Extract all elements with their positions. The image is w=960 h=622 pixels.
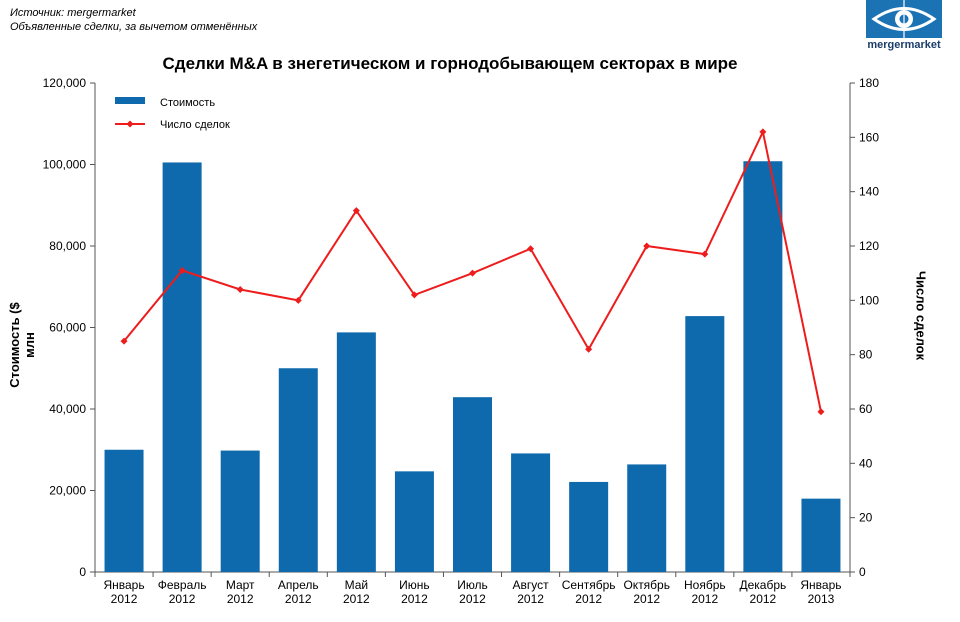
bar	[453, 397, 492, 572]
bar	[336, 332, 376, 572]
x-label-year: 2012	[227, 592, 254, 606]
x-label-month: Декабрь	[739, 578, 786, 592]
bar	[104, 449, 144, 572]
x-label-year: 2012	[691, 592, 718, 606]
eye-logo-icon	[866, 0, 942, 38]
bar	[569, 481, 609, 572]
source-note: Источник: mergermarket Объявленные сделк…	[10, 6, 257, 34]
y-tick-label-left: 40,000	[49, 402, 86, 416]
x-label-month: Июль	[457, 578, 488, 592]
deals-point	[352, 207, 360, 215]
deals-line	[123, 128, 822, 412]
x-label-year: 2012	[285, 592, 312, 606]
y-axis-label-right: Число сделок	[913, 270, 929, 361]
y-tick-label-right: 140	[859, 185, 879, 199]
x-label-year: 2012	[575, 592, 602, 606]
deals-point	[759, 128, 767, 136]
x-label-year: 2012	[517, 592, 544, 606]
mergermarket-logo: mergermarket	[866, 0, 942, 52]
x-label-year: 2012	[111, 592, 138, 606]
y-tick-label-right: 80	[859, 348, 873, 362]
x-label-month: Апрель	[278, 578, 319, 592]
x-label-month: Ноябрь	[684, 578, 726, 592]
x-label-month: Август	[513, 578, 550, 592]
x-label-month: Март	[226, 578, 255, 592]
x-label-year: 2013	[808, 592, 835, 606]
bar	[278, 368, 318, 572]
legend-label-value: Стоимость	[160, 97, 215, 109]
bar	[685, 316, 725, 572]
bar	[162, 162, 202, 572]
logo-text: mergermarket	[867, 39, 941, 51]
y-tick-label-right: 40	[859, 456, 873, 470]
deals-point	[817, 408, 825, 416]
y-tick-label-right: 160	[859, 130, 879, 144]
deals-point	[701, 250, 709, 258]
deals-point	[236, 285, 244, 293]
x-label-month: Май	[345, 578, 369, 592]
y-tick-label-right: 60	[859, 402, 873, 416]
x-label-month: Январь	[800, 578, 841, 592]
deals-point	[120, 337, 128, 345]
bar	[220, 450, 260, 572]
bar	[511, 453, 551, 572]
x-label-month: Октябрь	[623, 578, 670, 592]
x-label-year: 2012	[633, 592, 660, 606]
deals-point	[643, 242, 651, 250]
y-tick-label-left: 20,000	[49, 484, 86, 498]
deals-point	[527, 245, 535, 253]
bar	[627, 464, 667, 572]
deals-point	[294, 296, 302, 304]
y-tick-label-left: 80,000	[49, 239, 86, 253]
x-label-month: Сентябрь	[562, 578, 616, 592]
source-line-2: Объявленные сделки, за вычетом отменённы…	[10, 21, 258, 33]
y-tick-label-left: 0	[79, 565, 86, 579]
bar	[394, 471, 434, 572]
y-tick-label-left: 120,000	[43, 76, 87, 90]
x-label-year: 2012	[401, 592, 428, 606]
y-tick-label-right: 0	[859, 565, 866, 579]
y-tick-label-right: 120	[859, 239, 879, 253]
chart-title: Сделки M&A в знегетическом и горнодобыва…	[162, 54, 738, 73]
x-label-month: Февраль	[158, 578, 207, 592]
legend-swatch-marker	[126, 120, 134, 128]
deals-point	[410, 291, 418, 299]
deals-point	[469, 269, 476, 277]
legend-label-count: Число сделок	[160, 119, 230, 131]
y-tick-label-left: 100,000	[43, 158, 87, 172]
y-axis-label-left: Стоимость ($ млн	[7, 302, 37, 388]
x-label-year: 2012	[459, 592, 486, 606]
x-label-month: Январь	[103, 578, 144, 592]
y-tick-label-left: 60,000	[49, 321, 86, 335]
bar	[743, 161, 783, 573]
y-tick-label-right: 20	[859, 511, 873, 525]
y-tick-label-right: 180	[859, 76, 879, 90]
x-label-year: 2012	[750, 592, 777, 606]
legend-swatch-bar	[115, 97, 145, 104]
x-label-year: 2012	[169, 592, 196, 606]
y-tick-label-right: 100	[859, 293, 879, 307]
x-label-year: 2012	[343, 592, 370, 606]
deals-point	[178, 266, 186, 274]
bar	[801, 498, 841, 572]
source-line-1: Источник: mergermarket	[10, 7, 136, 19]
x-label-month: Июнь	[399, 578, 430, 592]
deals-point	[585, 345, 593, 353]
